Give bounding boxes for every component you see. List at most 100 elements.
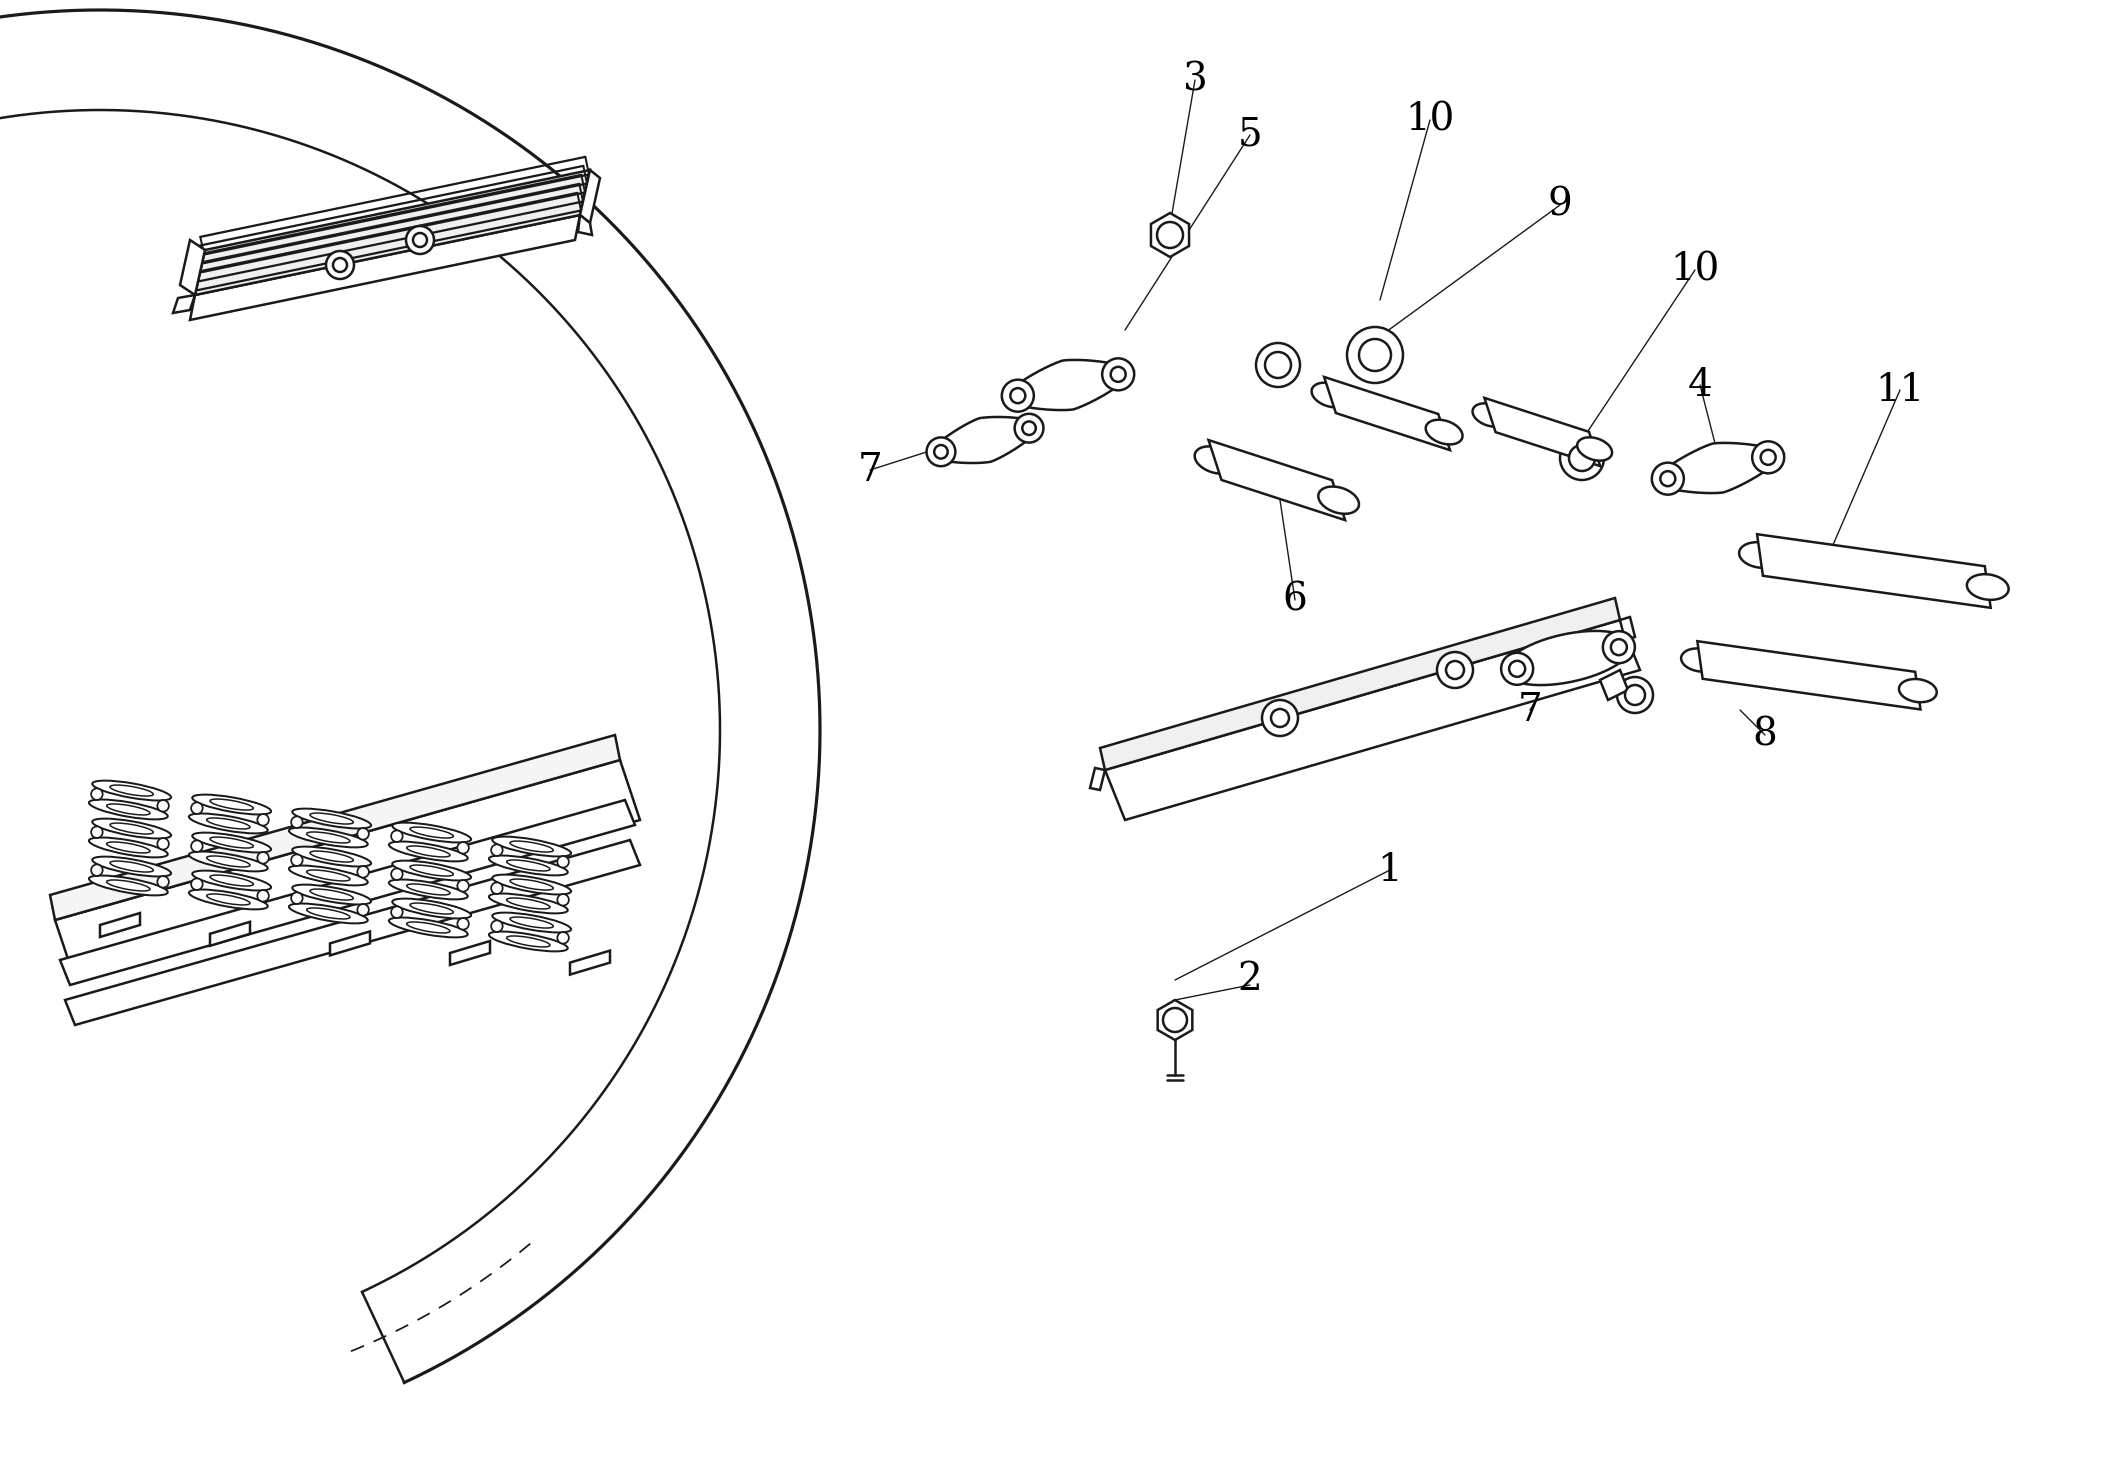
Polygon shape — [330, 931, 370, 955]
Ellipse shape — [107, 880, 149, 891]
Circle shape — [192, 802, 202, 813]
Polygon shape — [173, 296, 196, 313]
Circle shape — [91, 788, 103, 800]
Circle shape — [392, 906, 402, 918]
Circle shape — [1617, 677, 1652, 713]
Circle shape — [358, 905, 368, 915]
Polygon shape — [581, 171, 589, 215]
Polygon shape — [1158, 1000, 1191, 1040]
Circle shape — [1103, 359, 1135, 390]
Circle shape — [1446, 660, 1463, 680]
Polygon shape — [189, 215, 581, 321]
Ellipse shape — [410, 827, 453, 838]
Polygon shape — [210, 922, 250, 946]
Ellipse shape — [88, 875, 168, 896]
Polygon shape — [1652, 443, 1785, 493]
Ellipse shape — [1966, 574, 2008, 600]
Ellipse shape — [507, 936, 549, 947]
Circle shape — [1271, 709, 1288, 727]
Polygon shape — [1090, 768, 1105, 790]
Ellipse shape — [1899, 680, 1937, 702]
Circle shape — [257, 890, 269, 902]
Circle shape — [558, 856, 568, 868]
Ellipse shape — [309, 888, 354, 900]
Polygon shape — [1101, 599, 1621, 769]
Ellipse shape — [493, 875, 570, 894]
Text: 10: 10 — [1669, 252, 1720, 288]
Circle shape — [413, 232, 427, 247]
Circle shape — [1652, 463, 1684, 494]
Ellipse shape — [93, 856, 171, 877]
Text: 3: 3 — [1183, 62, 1208, 99]
Circle shape — [926, 437, 956, 466]
Ellipse shape — [389, 841, 467, 862]
Ellipse shape — [210, 799, 253, 811]
Ellipse shape — [288, 828, 368, 847]
Ellipse shape — [107, 805, 149, 815]
Ellipse shape — [406, 922, 450, 933]
Polygon shape — [61, 800, 636, 986]
Ellipse shape — [189, 813, 267, 834]
Ellipse shape — [488, 893, 568, 913]
Ellipse shape — [410, 903, 453, 913]
Circle shape — [158, 877, 168, 887]
Circle shape — [290, 816, 303, 828]
Circle shape — [1602, 631, 1636, 663]
Polygon shape — [1758, 534, 1991, 608]
Text: 7: 7 — [857, 452, 882, 488]
Circle shape — [1610, 640, 1627, 655]
Ellipse shape — [309, 852, 354, 862]
Circle shape — [1509, 660, 1526, 677]
Text: 5: 5 — [1238, 116, 1263, 153]
Ellipse shape — [288, 865, 368, 886]
Ellipse shape — [507, 897, 549, 909]
Ellipse shape — [307, 869, 349, 881]
Circle shape — [392, 831, 402, 841]
Ellipse shape — [389, 880, 467, 899]
Circle shape — [935, 446, 947, 459]
Circle shape — [192, 840, 202, 852]
Circle shape — [457, 841, 469, 853]
Ellipse shape — [206, 856, 250, 866]
Ellipse shape — [88, 800, 168, 819]
Polygon shape — [570, 950, 610, 975]
Ellipse shape — [410, 865, 453, 877]
Text: 8: 8 — [1753, 716, 1777, 753]
Polygon shape — [450, 941, 490, 965]
Ellipse shape — [189, 852, 267, 871]
Circle shape — [1625, 685, 1644, 705]
Ellipse shape — [1318, 487, 1360, 513]
Circle shape — [1360, 338, 1391, 371]
Ellipse shape — [389, 918, 467, 937]
Circle shape — [457, 880, 469, 891]
Polygon shape — [1600, 669, 1627, 700]
Circle shape — [290, 855, 303, 866]
Polygon shape — [1151, 213, 1189, 257]
Ellipse shape — [1474, 403, 1507, 427]
Text: 11: 11 — [1876, 372, 1924, 409]
Polygon shape — [196, 171, 589, 296]
Ellipse shape — [109, 861, 154, 872]
Ellipse shape — [392, 861, 472, 881]
Ellipse shape — [293, 884, 370, 905]
Circle shape — [558, 894, 568, 906]
Ellipse shape — [293, 847, 370, 866]
Ellipse shape — [93, 819, 171, 838]
Circle shape — [91, 827, 103, 838]
Ellipse shape — [1311, 382, 1349, 407]
Ellipse shape — [1577, 437, 1612, 460]
Circle shape — [358, 828, 368, 840]
Ellipse shape — [488, 931, 568, 952]
Circle shape — [1002, 380, 1034, 412]
Polygon shape — [101, 913, 141, 937]
Ellipse shape — [192, 794, 272, 815]
Text: 10: 10 — [1406, 101, 1455, 138]
Ellipse shape — [288, 903, 368, 924]
Ellipse shape — [1425, 419, 1463, 444]
Polygon shape — [1002, 360, 1135, 410]
Circle shape — [490, 844, 503, 856]
Polygon shape — [1208, 440, 1345, 521]
Polygon shape — [1621, 616, 1636, 640]
Circle shape — [392, 868, 402, 880]
Ellipse shape — [109, 786, 154, 796]
